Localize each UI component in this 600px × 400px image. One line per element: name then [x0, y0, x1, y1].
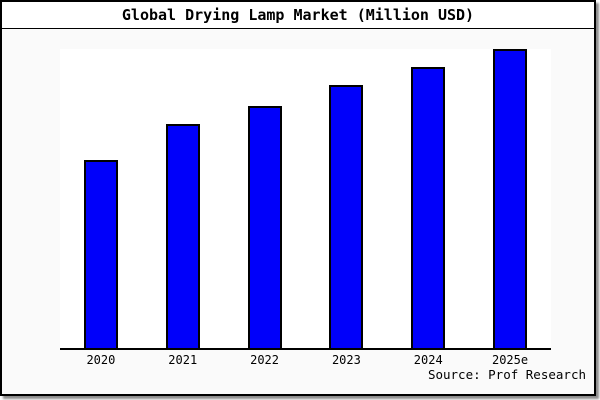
bars-row	[60, 49, 551, 348]
chart-title: Global Drying Lamp Market (Million USD)	[2, 2, 594, 29]
x-axis-label-2024: 2024	[413, 353, 443, 367]
bar-2023	[329, 84, 364, 348]
bar-column-2020	[60, 49, 142, 348]
bar-column-2025e	[469, 49, 551, 348]
x-axis-label-2021: 2021	[168, 353, 198, 367]
x-axis-label-2020: 2020	[86, 353, 116, 367]
bar-column-2023	[305, 49, 387, 348]
x-axis-labels: 2020 2021 2022 2023 2024 2025e	[60, 353, 551, 367]
bar-column-2021	[142, 49, 224, 348]
x-axis-label-2025e: 2025e	[491, 353, 529, 367]
bar-2022	[247, 105, 282, 348]
bar-2025e	[493, 49, 528, 348]
x-axis-label-2023: 2023	[331, 353, 361, 367]
bar-2024	[411, 66, 446, 348]
plot-area	[60, 49, 551, 350]
bar-2021	[165, 123, 200, 348]
source-credit: Source: Prof Research	[427, 367, 586, 382]
bar-2020	[83, 159, 118, 348]
x-axis-label-2022: 2022	[250, 353, 280, 367]
bar-column-2024	[387, 49, 469, 348]
bar-column-2022	[224, 49, 306, 348]
